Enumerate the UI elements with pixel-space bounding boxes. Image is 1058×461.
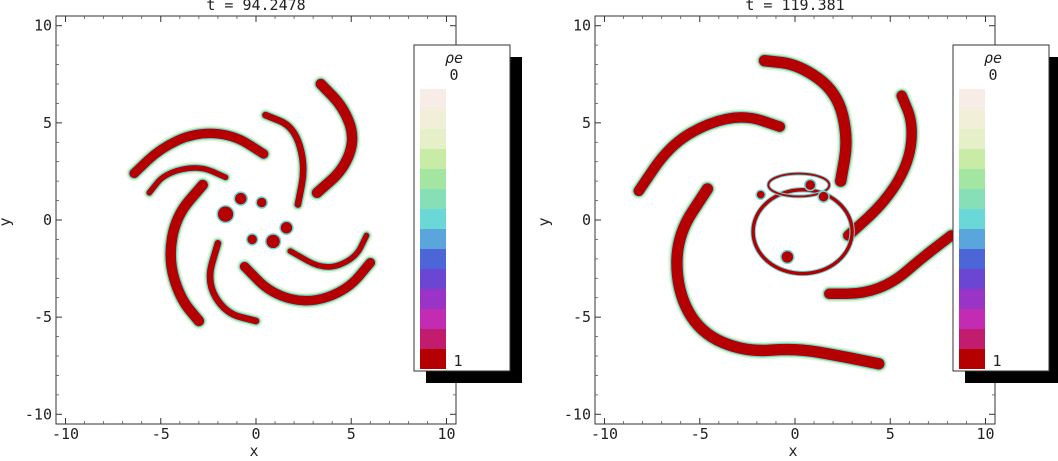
- colorbar-swatch: [420, 249, 446, 269]
- core-ring: [751, 188, 854, 276]
- y-tick-label: -10: [25, 405, 52, 423]
- colorbar-label: ρe: [984, 49, 1002, 67]
- density-blob: [756, 190, 765, 199]
- density-field: [630, 52, 960, 373]
- colorbar-bottom-value: 1: [453, 352, 462, 370]
- colorbar-swatch: [420, 189, 446, 209]
- x-tick-label: -5: [152, 425, 170, 443]
- spiral-arm: [146, 165, 229, 196]
- colorbar-swatch: [420, 89, 446, 109]
- colorbar-swatch: [959, 129, 985, 149]
- chart-title: t = 94.2478: [206, 0, 305, 14]
- density-field: [126, 75, 379, 330]
- spiral-arm: [843, 90, 917, 241]
- density-blob: [280, 222, 293, 234]
- colorbar-swatch: [959, 109, 985, 129]
- colorbar-swatch: [959, 169, 985, 189]
- core-ring: [767, 172, 831, 198]
- x-tick-label: 0: [790, 425, 799, 443]
- colorbar-swatch: [959, 149, 985, 169]
- spiral-arm: [824, 230, 957, 300]
- y-tick-label: 0: [43, 211, 52, 229]
- x-tick-label: 10: [437, 425, 455, 443]
- density-blob: [805, 180, 815, 190]
- x-tick-label: 5: [347, 425, 356, 443]
- x-tick-label: -10: [52, 425, 79, 443]
- y-tick-label: 5: [43, 114, 52, 132]
- y-tick-label: -5: [34, 308, 52, 326]
- spiral-arm: [165, 179, 208, 327]
- spiral-arm: [129, 128, 269, 179]
- y-tick-label: 10: [34, 17, 52, 35]
- colorbar-swatch: [959, 89, 985, 109]
- colorbar-swatch: [959, 229, 985, 249]
- colorbar-top-value: 0: [449, 66, 458, 84]
- density-blob: [781, 251, 794, 263]
- spiral-arm: [311, 78, 358, 199]
- x-tick-label: -10: [591, 425, 618, 443]
- colorbar-swatch: [959, 289, 985, 309]
- colorbar-swatch: [420, 129, 446, 149]
- x-tick-label: 10: [976, 425, 994, 443]
- plot-background: [56, 16, 456, 424]
- colorbar-swatch: [420, 229, 446, 249]
- x-tick-label: 5: [886, 425, 895, 443]
- spiral-arm: [633, 112, 786, 197]
- density-blob: [256, 197, 267, 208]
- colorbar-swatch: [959, 249, 985, 269]
- spiral-arm: [206, 239, 260, 325]
- x-axis-label: x: [249, 442, 258, 460]
- y-axis-label: y: [535, 217, 553, 226]
- y-tick-label: 5: [582, 114, 591, 132]
- plot-background: [595, 16, 995, 424]
- colorbar-swatch: [959, 349, 985, 369]
- y-tick-label: 10: [573, 17, 591, 35]
- colorbar-swatch: [420, 349, 446, 369]
- colorbar-swatch: [420, 269, 446, 289]
- y-axis-label: y: [0, 217, 14, 226]
- colorbar-swatch: [959, 309, 985, 329]
- colorbar-swatch: [959, 329, 985, 349]
- density-blob: [818, 191, 829, 202]
- colorbar-label: ρe: [445, 49, 463, 67]
- colorbar-swatch: [420, 169, 446, 189]
- colorbar-top-value: 0: [988, 66, 997, 84]
- density-blob: [266, 234, 280, 249]
- y-tick-label: -10: [564, 405, 591, 423]
- y-tick-label: 0: [582, 211, 591, 229]
- colorbar-swatch: [420, 289, 446, 309]
- colorbar-swatch: [959, 269, 985, 289]
- y-tick-label: -5: [573, 308, 591, 326]
- density-blob: [235, 192, 247, 205]
- spiral-arm: [671, 183, 885, 370]
- x-axis-label: x: [788, 442, 797, 460]
- x-tick-label: -5: [691, 425, 709, 443]
- x-tick-label: 0: [251, 425, 260, 443]
- colorbar-swatch: [420, 329, 446, 349]
- colorbar-swatch: [420, 149, 446, 169]
- spiral-arm: [287, 232, 370, 270]
- spiral-arm: [758, 55, 852, 187]
- colorbar-swatch: [959, 189, 985, 209]
- colorbar-swatch: [420, 109, 446, 129]
- colorbar-swatch: [420, 209, 446, 229]
- density-blob: [217, 206, 234, 222]
- density-blob: [247, 234, 257, 245]
- colorbar-swatch: [959, 209, 985, 229]
- colorbar-swatch: [420, 309, 446, 329]
- spiral-arm: [262, 111, 307, 208]
- colorbar-bottom-value: 1: [992, 352, 1001, 370]
- spiral-arm: [239, 257, 376, 306]
- chart-title: t = 119.381: [745, 0, 844, 14]
